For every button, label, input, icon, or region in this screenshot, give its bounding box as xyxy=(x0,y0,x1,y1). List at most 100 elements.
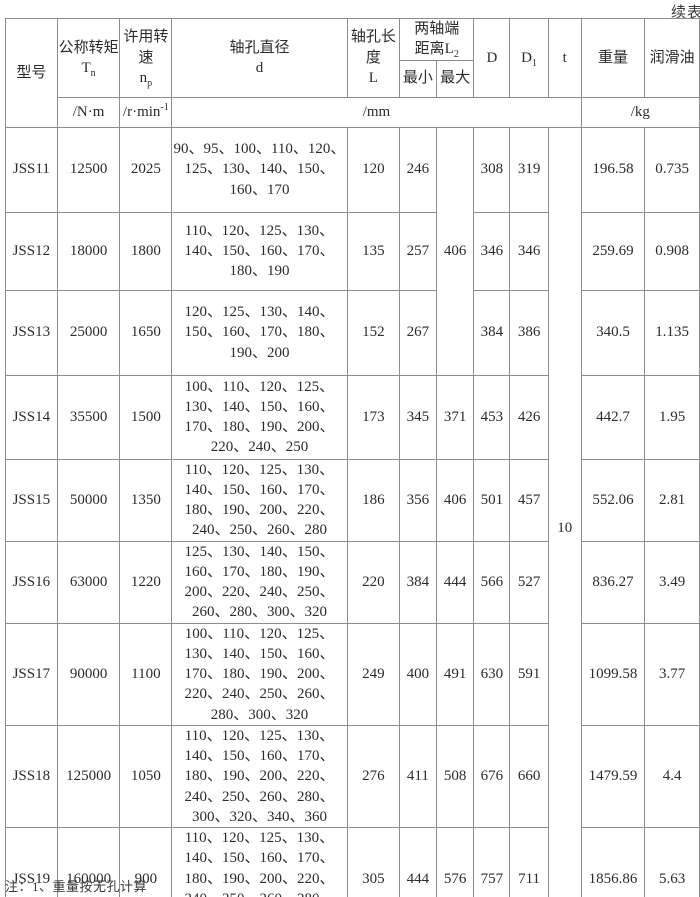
units-row: /N·m /r·min-1 /mm /kg xyxy=(6,96,700,128)
torque-symbol: Tn xyxy=(81,59,96,79)
distance-max-cell: 406 xyxy=(435,458,475,542)
distance-max-cell: 491 xyxy=(435,622,475,726)
D1-cell: 386 xyxy=(509,289,549,376)
col-header-bore-length: 轴孔长度 L xyxy=(346,18,401,98)
model-cell: JSS19 xyxy=(5,826,58,897)
model-cell: JSS14 xyxy=(5,374,58,460)
bore-length-cell: 135 xyxy=(346,211,401,291)
unit-mm: /mm xyxy=(171,96,582,128)
weight-cell: 259.69 xyxy=(580,211,646,291)
weight-cell: 340.5 xyxy=(580,289,646,376)
distance-max-merged-cell: 406 xyxy=(435,126,475,376)
D1-cell: 711 xyxy=(509,826,549,897)
oil-cell: 0.735 xyxy=(644,126,700,213)
bore-length-cell: 249 xyxy=(346,622,401,726)
speed-cell: 1500 xyxy=(119,374,173,460)
col-header-shaft-distance: 两轴端 距离L2 xyxy=(399,18,475,61)
D1-cell: 591 xyxy=(509,622,549,726)
oil-cell: 5.63 xyxy=(644,826,700,897)
D1-cell: 527 xyxy=(509,540,549,624)
oil-cell: 0.908 xyxy=(644,211,700,291)
D-cell: 501 xyxy=(473,458,511,542)
distance-min-cell: 384 xyxy=(399,540,437,624)
t-merged-cell: 10 xyxy=(547,126,582,897)
bore-diameters-cell: 125、130、140、150、160、170、180、190、200、220、… xyxy=(171,540,348,624)
torque-cell: 12500 xyxy=(56,126,121,213)
torque-cell: 160000 xyxy=(56,826,121,897)
weight-cell: 1479.59 xyxy=(580,724,646,829)
table-row-jss12: JSS12 18000 1800 110、120、125、130、140、150… xyxy=(5,211,700,291)
table-row-jss11: JSS11 12500 2025 90、95、100、110、120、125、1… xyxy=(5,126,700,897)
torque-title: 公称转矩 xyxy=(58,39,119,56)
model-cell: JSS17 xyxy=(5,622,58,726)
unit-kg: /kg xyxy=(580,96,700,128)
bore-diameters-cell: 110、120、125、130、140、150、160、170、180、190 xyxy=(171,211,348,291)
distance-max-cell: 371 xyxy=(435,374,475,460)
model-cell: JSS18 xyxy=(5,724,58,829)
torque-cell: 63000 xyxy=(56,540,121,624)
D-cell: 676 xyxy=(473,724,511,829)
D-cell: 346 xyxy=(473,211,511,291)
torque-cell: 25000 xyxy=(56,289,121,376)
bore-diameters-cell: 110、120、125、130、140、150、160、170、180、190、… xyxy=(171,458,348,542)
bore-diameters-cell: 100、110、120、125、130、140、150、160、170、180、… xyxy=(171,374,348,460)
weight-cell: 1856.86 xyxy=(580,826,646,897)
oil-cell: 3.49 xyxy=(644,540,700,624)
distance-max-cell: 576 xyxy=(435,826,475,897)
bore-length-cell: 305 xyxy=(346,826,401,897)
model-cell: JSS15 xyxy=(5,458,58,542)
bore-length-cell: 152 xyxy=(346,289,401,376)
bore-diameters-cell: 110、120、125、130、140、150、160、170、180、190、… xyxy=(171,724,348,829)
distance-min-cell: 345 xyxy=(399,374,437,460)
table-row-jss18: JSS18 125000 1050 110、120、125、130、140、15… xyxy=(5,724,700,829)
col-header-model: 型号 xyxy=(5,18,58,128)
bore-diameters-cell: 90、95、100、110、120、125、130、140、150、160、17… xyxy=(171,126,348,213)
distance-min-cell: 400 xyxy=(399,622,437,726)
bore-diameter-symbol: d xyxy=(255,59,264,76)
weight-cell: 552.06 xyxy=(580,458,646,542)
bore-length-title: 轴孔长度 xyxy=(350,29,396,66)
speed-symbol: np xyxy=(139,69,153,89)
col-header-D1: D1 xyxy=(509,18,549,98)
col-header-speed: 许用转速 np xyxy=(119,18,173,98)
speed-cell: 1800 xyxy=(119,211,173,291)
torque-cell: 90000 xyxy=(56,622,121,726)
distance-max-cell: 508 xyxy=(435,724,475,829)
continued-table-label: 续表 xyxy=(671,5,700,21)
weight-cell: 836.27 xyxy=(580,540,646,624)
bore-length-cell: 276 xyxy=(346,724,401,829)
weight-cell: 1099.58 xyxy=(580,622,646,726)
col-header-t: t xyxy=(547,18,582,98)
table-row-jss14: JSS14 35500 1500 100、110、120、125、130、140… xyxy=(5,374,700,460)
unit-torque: /N·m xyxy=(56,96,121,128)
bore-diameters-cell: 110、120、125、130、140、150、160、170、180、190、… xyxy=(171,826,348,897)
model-cell: JSS12 xyxy=(5,211,58,291)
oil-cell: 3.77 xyxy=(644,622,700,726)
speed-cell: 900 xyxy=(119,826,173,897)
shaft-distance-line2: 距离L2 xyxy=(414,41,459,61)
table-row-jss19: JSS19 160000 900 110、120、125、130、140、150… xyxy=(5,826,700,897)
shaft-distance-line1: 两轴端 xyxy=(414,21,460,37)
unit-speed: /r·min-1 xyxy=(119,96,173,128)
speed-cell: 1050 xyxy=(119,724,173,829)
D1-cell: 457 xyxy=(509,458,549,542)
speed-cell: 1350 xyxy=(119,458,173,542)
distance-min-cell: 411 xyxy=(399,724,437,829)
table-row-jss17: JSS17 90000 1100 100、110、120、125、130、140… xyxy=(5,622,700,726)
bore-diameters-cell: 100、110、120、125、130、140、150、160、170、180、… xyxy=(171,622,348,726)
distance-min-cell: 356 xyxy=(399,458,437,542)
col-header-weight: 重量 xyxy=(580,18,646,98)
header-row-1: 型号 公称转矩 Tn 许用转速 np 轴孔直径 d 轴孔长度 L xyxy=(5,18,700,128)
model-cell: JSS13 xyxy=(5,289,58,376)
model-cell: JSS11 xyxy=(5,126,58,213)
bore-length-cell: 173 xyxy=(346,374,401,460)
bore-length-symbol: L xyxy=(368,69,378,86)
bore-length-cell: 186 xyxy=(346,458,401,542)
weight-cell: 196.58 xyxy=(580,126,646,213)
speed-cell: 1100 xyxy=(119,622,173,726)
bore-diameter-title: 轴孔直径 xyxy=(229,39,290,56)
bore-length-cell: 120 xyxy=(346,126,401,213)
D1-cell: 319 xyxy=(509,126,549,213)
torque-cell: 125000 xyxy=(56,724,121,829)
